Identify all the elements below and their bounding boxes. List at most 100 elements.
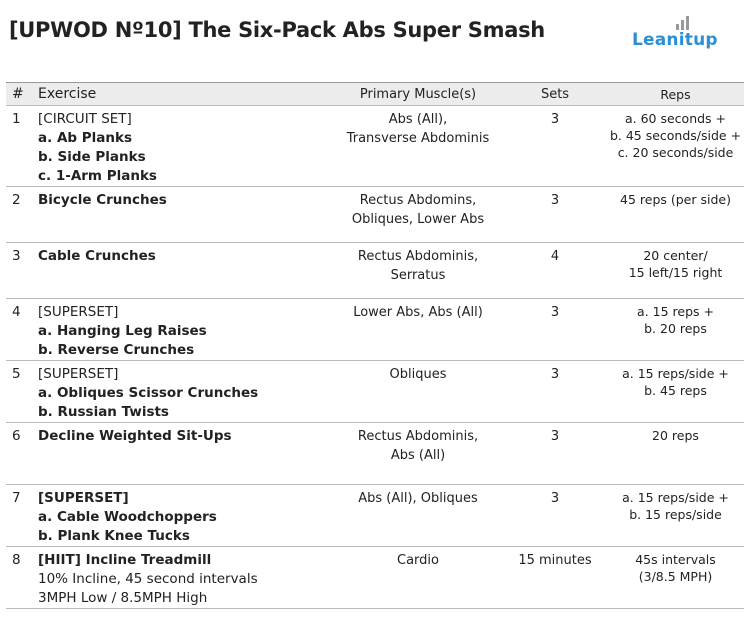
logo: Leanitup bbox=[632, 16, 732, 50]
muscle-cell: Rectus Abdominis, Serratus bbox=[333, 242, 503, 299]
muscle-cell: Rectus Abdominis, Abs (All) bbox=[333, 422, 503, 485]
table-row: 3 Cable Crunches Rectus Abdominis, Serratus… bbox=[6, 242, 744, 299]
workout-table: # Exercise Primary Muscle(s) Sets Reps 1 [CIR… bbox=[6, 82, 744, 609]
table-row: 7 [SUPERSET] a. Cable Woodchoppers b. Plank… bbox=[6, 484, 744, 547]
row-number: 7 bbox=[12, 490, 21, 506]
sets-cell: 3 bbox=[503, 422, 607, 485]
logo-text: Leanitup bbox=[632, 30, 718, 50]
sets-cell: 3 bbox=[503, 360, 607, 423]
row-number-cell: 2 bbox=[6, 186, 38, 243]
exercise-line: c. 1-Arm Planks bbox=[38, 168, 157, 184]
exercise-cell: [SUPERSET] a. Cable Woodchoppers b. Plank … bbox=[38, 484, 333, 547]
row-number-cell: 1 bbox=[6, 105, 38, 187]
reps-line: 20 center/ bbox=[643, 248, 708, 263]
reps-line: 45 reps (per side) bbox=[620, 192, 731, 207]
row-number-cell: 3 bbox=[6, 242, 38, 299]
reps-line: a. 15 reps + bbox=[637, 304, 714, 319]
sets: 3 bbox=[550, 112, 560, 127]
muscle-line: Obliques bbox=[389, 367, 447, 382]
page-title: [UPWOD Nº10] The Six-Pack Abs Super Smas… bbox=[9, 18, 545, 42]
column-header: Sets bbox=[503, 82, 607, 106]
sets-cell: 4 bbox=[503, 242, 607, 299]
exercise-line: Decline Weighted Sit-Ups bbox=[38, 428, 232, 444]
exercise-cell: [SUPERSET] a. Obliques Scissor Crunches b.… bbox=[38, 360, 333, 423]
muscle-line: Rectus Abdominis, bbox=[357, 249, 479, 264]
muscle-line: Rectus Abdominis, bbox=[357, 429, 479, 444]
reps-line: (3/8.5 MPH) bbox=[638, 569, 713, 584]
row-number-cell: 7 bbox=[6, 484, 38, 547]
muscle-cell: Lower Abs, Abs (All) bbox=[333, 298, 503, 361]
reps-cell: a. 60 seconds + b. 45 seconds/side + c. 20… bbox=[607, 105, 744, 187]
muscle-cell: Obliques bbox=[333, 360, 503, 423]
sets: 3 bbox=[550, 193, 560, 208]
exercise-line: 10% Incline, 45 second intervals bbox=[38, 571, 258, 587]
sets-cell: 3 bbox=[503, 186, 607, 243]
exercise-line: b. Reverse Crunches bbox=[38, 342, 195, 358]
row-number-cell: 5 bbox=[6, 360, 38, 423]
exercise-line: 3MPH Low / 8.5MPH High bbox=[38, 590, 208, 606]
table-row: 2 Bicycle Crunches Rectus Abdomins, Oblique… bbox=[6, 186, 744, 243]
exercise-cell: [CIRCUIT SET] a. Ab Planks b. Side Planks c… bbox=[38, 105, 333, 187]
sets: 4 bbox=[550, 249, 560, 264]
reps-line: b. 45 seconds/side + bbox=[609, 128, 742, 143]
exercise-line: [CIRCUIT SET] bbox=[38, 111, 132, 127]
sets-cell: 15 minutes bbox=[503, 546, 607, 609]
muscle-line: Abs (All), bbox=[388, 112, 448, 127]
table-row: 4 [SUPERSET] a. Hanging Leg Raises b. Rever… bbox=[6, 298, 744, 361]
exercise-line: [HIIT] Incline Treadmill bbox=[38, 552, 212, 568]
reps-line: a. 15 reps/side + bbox=[622, 490, 729, 505]
row-number-cell: 4 bbox=[6, 298, 38, 361]
muscle-line: Abs (All), Obliques bbox=[358, 491, 478, 506]
column-header: Primary Muscle(s) bbox=[333, 82, 503, 106]
muscle-cell: Rectus Abdomins, Obliques, Lower Abs bbox=[333, 186, 503, 243]
reps-cell: a. 15 reps/side + b. 45 reps bbox=[607, 360, 744, 423]
sets-cell: 3 bbox=[503, 298, 607, 361]
row-number: 3 bbox=[12, 248, 21, 264]
reps-line: b. 15 reps/side bbox=[629, 507, 722, 522]
muscle-line: Cardio bbox=[397, 553, 439, 568]
reps-cell: a. 15 reps/side + b. 15 reps/side bbox=[607, 484, 744, 547]
table-row: 8 [HIIT] Incline Treadmill 10% Incline, 45… bbox=[6, 546, 744, 609]
reps-line: a. 15 reps/side + bbox=[622, 366, 729, 381]
reps-line: b. 20 reps bbox=[644, 321, 707, 336]
exercise-line: a. Obliques Scissor Crunches bbox=[38, 385, 259, 401]
table-row: 1 [CIRCUIT SET] a. Ab Planks b. Side Planks… bbox=[6, 105, 744, 187]
exercise-line: [SUPERSET] bbox=[38, 490, 129, 506]
sets-cell: 3 bbox=[503, 105, 607, 187]
sets: 15 minutes bbox=[518, 553, 592, 568]
reps-line: b. 45 reps bbox=[644, 383, 707, 398]
muscle-cell: Abs (All), Transverse Abdominis bbox=[333, 105, 503, 187]
reps-line: 20 reps bbox=[652, 428, 699, 443]
sets: 3 bbox=[550, 491, 560, 506]
row-number-cell: 8 bbox=[6, 546, 38, 609]
muscle-cell: Abs (All), Obliques bbox=[333, 484, 503, 547]
reps-line: 15 left/15 right bbox=[628, 265, 723, 280]
exercise-line: a. Ab Planks bbox=[38, 130, 133, 146]
row-number: 2 bbox=[12, 192, 21, 208]
reps-cell: 20 reps bbox=[607, 422, 744, 485]
exercise-cell: Decline Weighted Sit-Ups bbox=[38, 422, 333, 485]
table-row: 5 [SUPERSET] a. Obliques Scissor Crunches b… bbox=[6, 360, 744, 423]
reps-cell: a. 15 reps + b. 20 reps bbox=[607, 298, 744, 361]
exercise-cell: Cable Crunches bbox=[38, 242, 333, 299]
reps-line: 45s intervals bbox=[635, 552, 716, 567]
muscle-line: Obliques, Lower Abs bbox=[351, 212, 485, 227]
exercise-line: a. Cable Woodchoppers bbox=[38, 509, 217, 525]
exercise-line: b. Plank Knee Tucks bbox=[38, 528, 190, 544]
reps-cell: 45 reps (per side) bbox=[607, 186, 744, 243]
exercise-line: b. Side Planks bbox=[38, 149, 146, 165]
row-number: 5 bbox=[12, 366, 21, 382]
logo-icon bbox=[676, 16, 689, 30]
exercise-line: a. Hanging Leg Raises bbox=[38, 323, 207, 339]
muscle-line: Rectus Abdomins, bbox=[359, 193, 477, 208]
exercise-line: Cable Crunches bbox=[38, 248, 156, 264]
table-row: 6 Decline Weighted Sit-Ups Rectus Abdomini… bbox=[6, 422, 744, 485]
exercise-cell: [HIIT] Incline Treadmill 10% Incline, 45 … bbox=[38, 546, 333, 609]
reps-cell: 20 center/15 left/15 right bbox=[607, 242, 744, 299]
sets: 3 bbox=[550, 367, 560, 382]
column-header: # bbox=[6, 82, 38, 106]
column-header: Reps bbox=[607, 82, 744, 106]
reps-cell: 45s intervals (3/8.5 MPH) bbox=[607, 546, 744, 609]
muscle-cell: Cardio bbox=[333, 546, 503, 609]
